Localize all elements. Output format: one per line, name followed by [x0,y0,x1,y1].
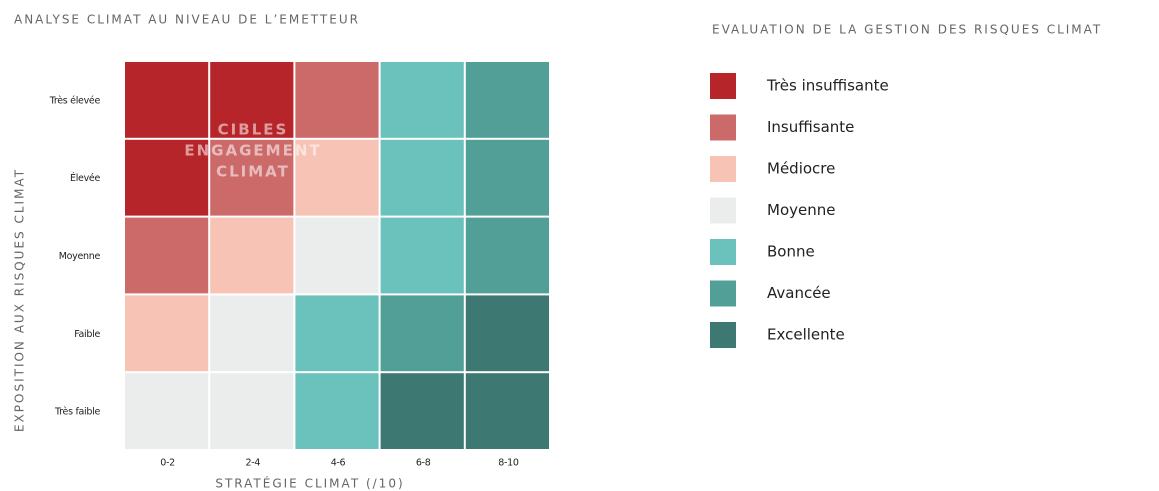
matrix-cell [465,295,549,372]
matrix-cell [380,217,464,294]
matrix-cell [210,139,294,216]
matrix-cell [465,139,549,216]
row-label: Faible [74,329,100,340]
legend-swatch [710,280,736,307]
matrix-cell [465,373,549,449]
matrix-cell [125,217,209,294]
matrix-cell [295,373,379,449]
legend-label: Médiocre [767,160,835,178]
legend-swatch [710,114,736,141]
matrix-cell [380,139,464,216]
matrix-cell [295,295,379,372]
matrix-cell [210,217,294,294]
title: ANALYSE CLIMAT AU NIVEAU DE L’EMETTEUR [14,13,360,27]
legend-label: Très insuffisante [766,77,889,95]
matrix-cell [125,139,209,216]
legend-label: Moyenne [767,201,835,219]
legend-label: Bonne [767,243,815,261]
row-label: Très faible [54,407,100,418]
matrix-cell [210,373,294,449]
matrix-cell [125,62,209,138]
legend-swatch [710,156,736,182]
legend-label: Insuffisante [767,118,854,136]
column-label: 6-8 [416,458,431,469]
x-axis-label: STRATÉGIE CLIMAT (/10) [215,476,404,491]
column-label: 2-4 [245,458,260,469]
matrix-cell [125,295,209,372]
legend-label: Excellente [767,326,845,344]
matrix-cell [210,295,294,372]
matrix-cell [465,217,549,294]
overlay-label: CIBLES [218,121,289,139]
legend-swatch [710,322,736,348]
matrix-cell [380,295,464,372]
legend-swatch [710,197,736,224]
y-axis-label: EXPOSITION AUX RISQUES CLIMAT [13,168,27,432]
matrix-cell [380,373,464,449]
matrix-cell [295,139,379,216]
column-label: 0-2 [160,458,175,469]
column-label: 4-6 [331,458,346,469]
row-label: Élevée [70,172,100,184]
matrix-cell [295,217,379,294]
legend-label: Avancée [767,284,831,302]
overlay-label: ENGAGEMENT [184,142,321,160]
matrix-cell [465,62,549,138]
row-label: Très élevée [49,95,101,106]
row-label: Moyenne [59,251,101,262]
column-label: 8-10 [498,458,519,469]
legend-swatch [710,239,736,265]
overlay-label: CLIMAT [216,163,290,181]
legend-title: EVALUATION DE LA GESTION DES RISQUES CLI… [712,23,1102,37]
matrix-cell [380,62,464,138]
legend-swatch [710,73,736,99]
matrix-cell [295,62,379,138]
matrix-cell [125,373,209,449]
matrix-cell [210,62,294,138]
